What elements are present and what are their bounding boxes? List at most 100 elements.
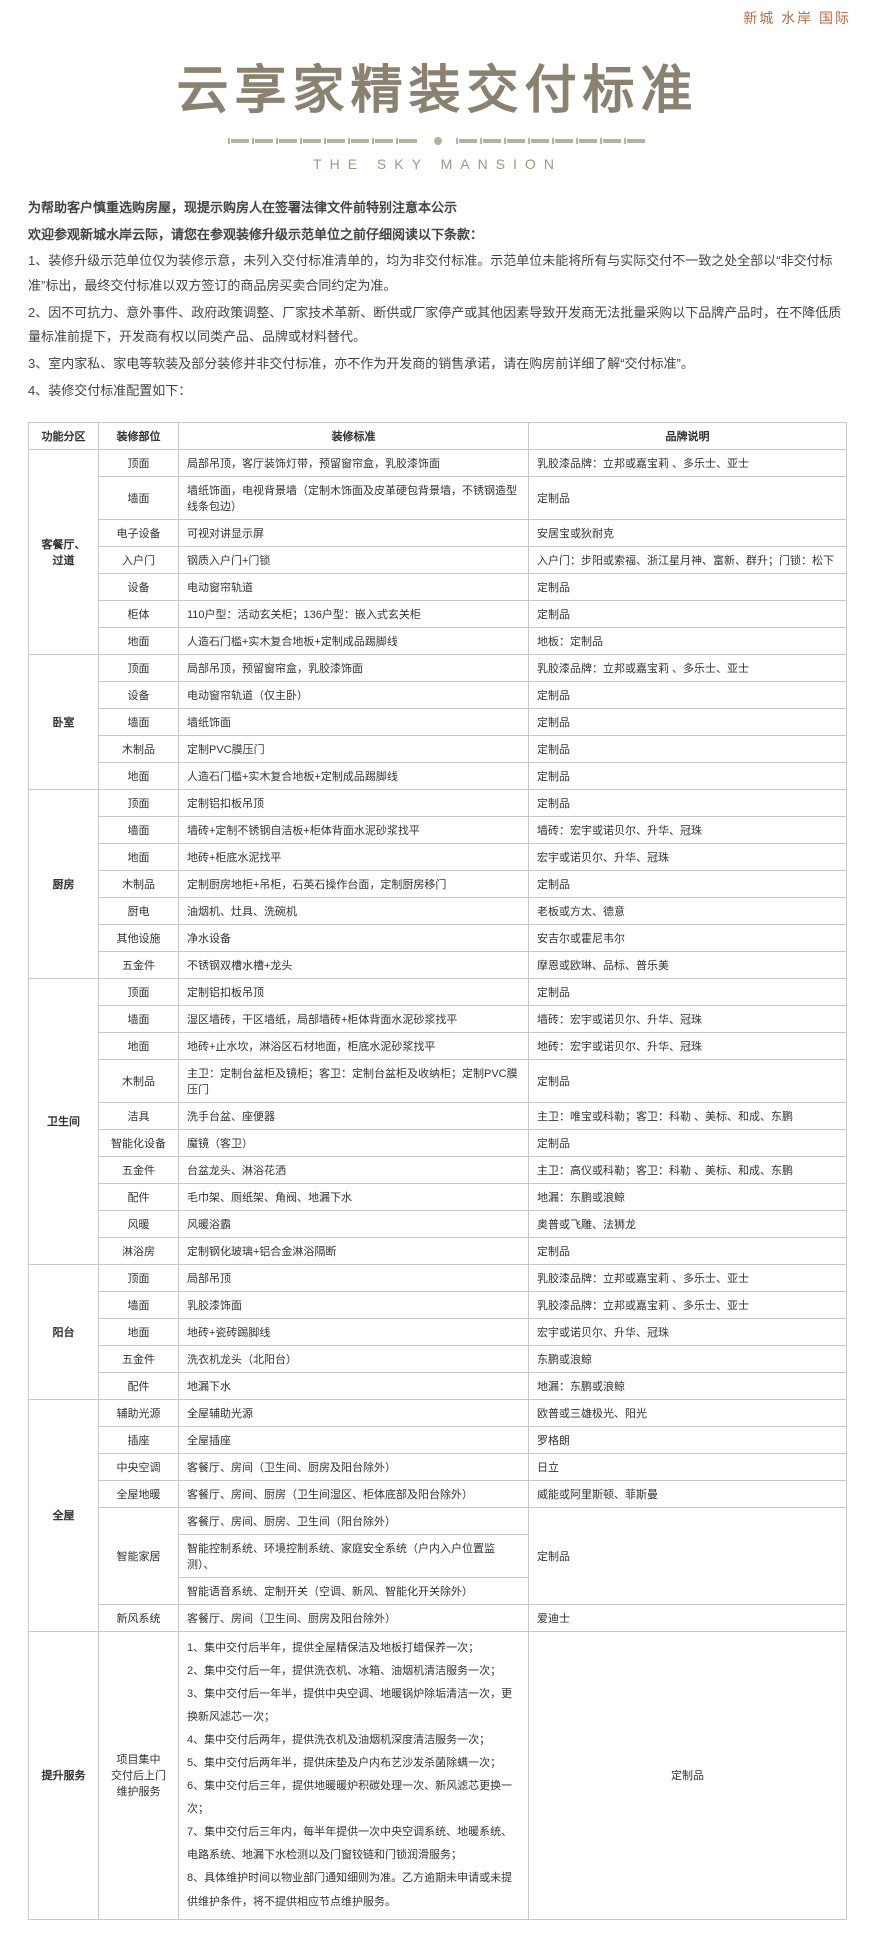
notice-p2: 2、因不可抗力、意外事件、政府政策调整、厂家技术革新、断供或厂家停产或其他因素导… [28,301,847,350]
std-cell: 地砖+瓷砖踢脚线 [179,1318,529,1345]
table-row: 墙面湿区墙砖，干区墙纸，局部墙砖+柜体背面水泥砂浆找平墙砖：宏宇或诺贝尔、升华、… [29,1005,847,1032]
brand-cell: 地砖：宏宇或诺贝尔、升华、冠珠 [529,1032,847,1059]
std-cell: 湿区墙砖，干区墙纸，局部墙砖+柜体背面水泥砂浆找平 [179,1005,529,1032]
notice-p4: 4、装修交付标准配置如下： [28,379,847,404]
brand-cell: 乳胶漆品牌：立邦或嘉宝莉 、多乐士、亚士 [529,654,847,681]
part-cell: 淋浴房 [99,1237,179,1264]
part-cell: 地面 [99,843,179,870]
table-row: 阳台顶面局部吊顶乳胶漆品牌：立邦或嘉宝莉 、多乐士、亚士 [29,1264,847,1291]
table-row: 智能家居客餐厅、房间、厨房、卫生间（阳台除外）定制品 [29,1507,847,1534]
part-cell: 电子设备 [99,519,179,546]
table-row: 新风系统客餐厅、房间（卫生间、厨房及阳台除外）爱迪士 [29,1604,847,1631]
part-cell: 顶面 [99,978,179,1005]
part-cell: 地面 [99,627,179,654]
std-cell: 不锈钢双槽水槽+龙头 [179,951,529,978]
brand-cell: 地板：定制品 [529,627,847,654]
std-cell: 可视对讲显示屏 [179,519,529,546]
part-cell: 墙面 [99,1005,179,1032]
std-cell: 主卫：定制台盆柜及镜柜；客卫：定制台盆柜及收纳柜；定制PVC膜压门 [179,1059,529,1102]
table-row: 设备电动窗帘轨道定制品 [29,573,847,600]
table-row: 提升服务项目集中 交付后上门 维护服务1、集中交付后半年，提供全屋精保洁及地板打… [29,1631,847,1919]
std-cell: 毛巾架、厕纸架、角阀、地漏下水 [179,1183,529,1210]
brand-cell: 地漏：东鹏或浪鲸 [529,1183,847,1210]
col-std: 装修标准 [179,422,529,449]
table-row: 墙面墙纸饰面定制品 [29,708,847,735]
brand-cell: 欧普或三雄极光、阳光 [529,1399,847,1426]
zone-cell: 卫生间 [29,978,99,1264]
std-cell: 魔镜（客卫） [179,1129,529,1156]
brand-cell: 地漏：东鹏或浪鲸 [529,1372,847,1399]
part-cell: 中央空调 [99,1453,179,1480]
std-cell: 局部吊顶，客厅装饰灯带，预留窗帘盒，乳胶漆饰面 [179,449,529,476]
std-cell: 净水设备 [179,924,529,951]
part-cell: 智能家居 [99,1507,179,1604]
table-row: 客餐厅、过道顶面局部吊顶，客厅装饰灯带，预留窗帘盒，乳胶漆饰面乳胶漆品牌：立邦或… [29,449,847,476]
std-cell: 定制铝扣板吊顶 [179,789,529,816]
part-cell: 顶面 [99,654,179,681]
part-cell: 风暖 [99,1210,179,1237]
std-cell: 洗衣机龙头（北阳台） [179,1345,529,1372]
part-cell: 厨电 [99,897,179,924]
zone-cell: 全屋 [29,1399,99,1631]
brand-cell: 东鹏或浪鲸 [529,1345,847,1372]
std-cell: 全屋插座 [179,1426,529,1453]
col-brand: 品牌说明 [529,422,847,449]
table-header-row: 功能分区 装修部位 装修标准 品牌说明 [29,422,847,449]
brand-cell: 罗格朗 [529,1426,847,1453]
part-cell: 地面 [99,1032,179,1059]
brand-cell: 安吉尔或霍尼韦尔 [529,924,847,951]
std-cell: 地砖+柜底水泥找平 [179,843,529,870]
part-cell: 顶面 [99,449,179,476]
brand-cell: 定制品 [529,735,847,762]
brand-cell: 乳胶漆品牌：立邦或嘉宝莉 、多乐士、亚士 [529,1291,847,1318]
brand-cell: 定制品 [529,600,847,627]
part-cell: 木制品 [99,735,179,762]
table-row: 地面人造石门槛+实木复合地板+定制成品踢脚线地板：定制品 [29,627,847,654]
table-row: 洁具洗手台盆、座便器主卫：唯宝或科勒；客卫：科勒 、美标、和成、东鹏 [29,1102,847,1129]
std-cell: 地漏下水 [179,1372,529,1399]
decorative-divider [0,133,875,152]
table-row: 木制品定制PVC膜压门定制品 [29,735,847,762]
part-cell: 其他设施 [99,924,179,951]
brand-cell: 摩恩或欧琳、品标、普乐美 [529,951,847,978]
table-row: 全屋地暖客餐厅、房间、厨房（卫生间湿区、柜体底部及阳台除外）威能或阿里斯顿、菲斯… [29,1480,847,1507]
part-cell: 墙面 [99,708,179,735]
notice-line-1: 为帮助客户慎重选购房屋，现提示购房人在签署法律文件前特别注意本公示 [28,196,847,221]
std-cell: 电动窗帘轨道（仅主卧） [179,681,529,708]
col-zone: 功能分区 [29,422,99,449]
brand-cell: 定制品 [529,708,847,735]
brand-cell: 宏宇或诺贝尔、升华、冠珠 [529,843,847,870]
table-row: 柜体110户型：活动玄关柜；136户型：嵌入式玄关柜定制品 [29,600,847,627]
part-cell: 木制品 [99,1059,179,1102]
top-brand-text: 新城 水岸 国际 [0,0,875,28]
brand-cell: 威能或阿里斯顿、菲斯曼 [529,1480,847,1507]
brand-cell: 乳胶漆品牌：立邦或嘉宝莉 、多乐士、亚士 [529,1264,847,1291]
std-cell: 110户型：活动玄关柜；136户型：嵌入式玄关柜 [179,600,529,627]
notice-block: 为帮助客户慎重选购房屋，现提示购房人在签署法律文件前特别注意本公示 欢迎参观新城… [0,196,875,404]
table-row: 地面人造石门槛+实木复合地板+定制成品踢脚线定制品 [29,762,847,789]
std-cell: 墙纸饰面，电视背景墙（定制木饰面及皮革硬包背景墙，不锈钢造型线条包边） [179,476,529,519]
part-cell: 插座 [99,1426,179,1453]
zone-cell: 提升服务 [29,1631,99,1919]
part-cell: 配件 [99,1183,179,1210]
part-cell: 新风系统 [99,1604,179,1631]
table-row: 中央空调客餐厅、房间（卫生间、厨房及阳台除外）日立 [29,1453,847,1480]
std-cell: 1、集中交付后半年，提供全屋精保洁及地板打蜡保养一次；2、集中交付后一年，提供洗… [179,1631,529,1919]
table-row: 全屋辅助光源全屋辅助光源欧普或三雄极光、阳光 [29,1399,847,1426]
table-row: 木制品主卫：定制台盆柜及镜柜；客卫：定制台盆柜及收纳柜；定制PVC膜压门定制品 [29,1059,847,1102]
table-row: 其他设施净水设备安吉尔或霍尼韦尔 [29,924,847,951]
std-cell: 乳胶漆饰面 [179,1291,529,1318]
col-part: 装修部位 [99,422,179,449]
std-cell: 智能控制系统、环境控制系统、家庭安全系统（户内入户位置监测）、 [179,1534,529,1577]
part-cell: 设备 [99,573,179,600]
table-row: 厨房顶面定制铝扣板吊顶定制品 [29,789,847,816]
std-cell: 客餐厅、房间（卫生间、厨房及阳台除外） [179,1604,529,1631]
std-cell: 局部吊顶 [179,1264,529,1291]
part-cell: 顶面 [99,1264,179,1291]
table-row: 墙面乳胶漆饰面乳胶漆品牌：立邦或嘉宝莉 、多乐士、亚士 [29,1291,847,1318]
page-title: 云享家精装交付标准 [0,48,875,123]
part-cell: 项目集中 交付后上门 维护服务 [99,1631,179,1919]
std-cell: 风暖浴霸 [179,1210,529,1237]
part-cell: 五金件 [99,1156,179,1183]
std-cell: 客餐厅、房间、厨房（卫生间湿区、柜体底部及阳台除外） [179,1480,529,1507]
